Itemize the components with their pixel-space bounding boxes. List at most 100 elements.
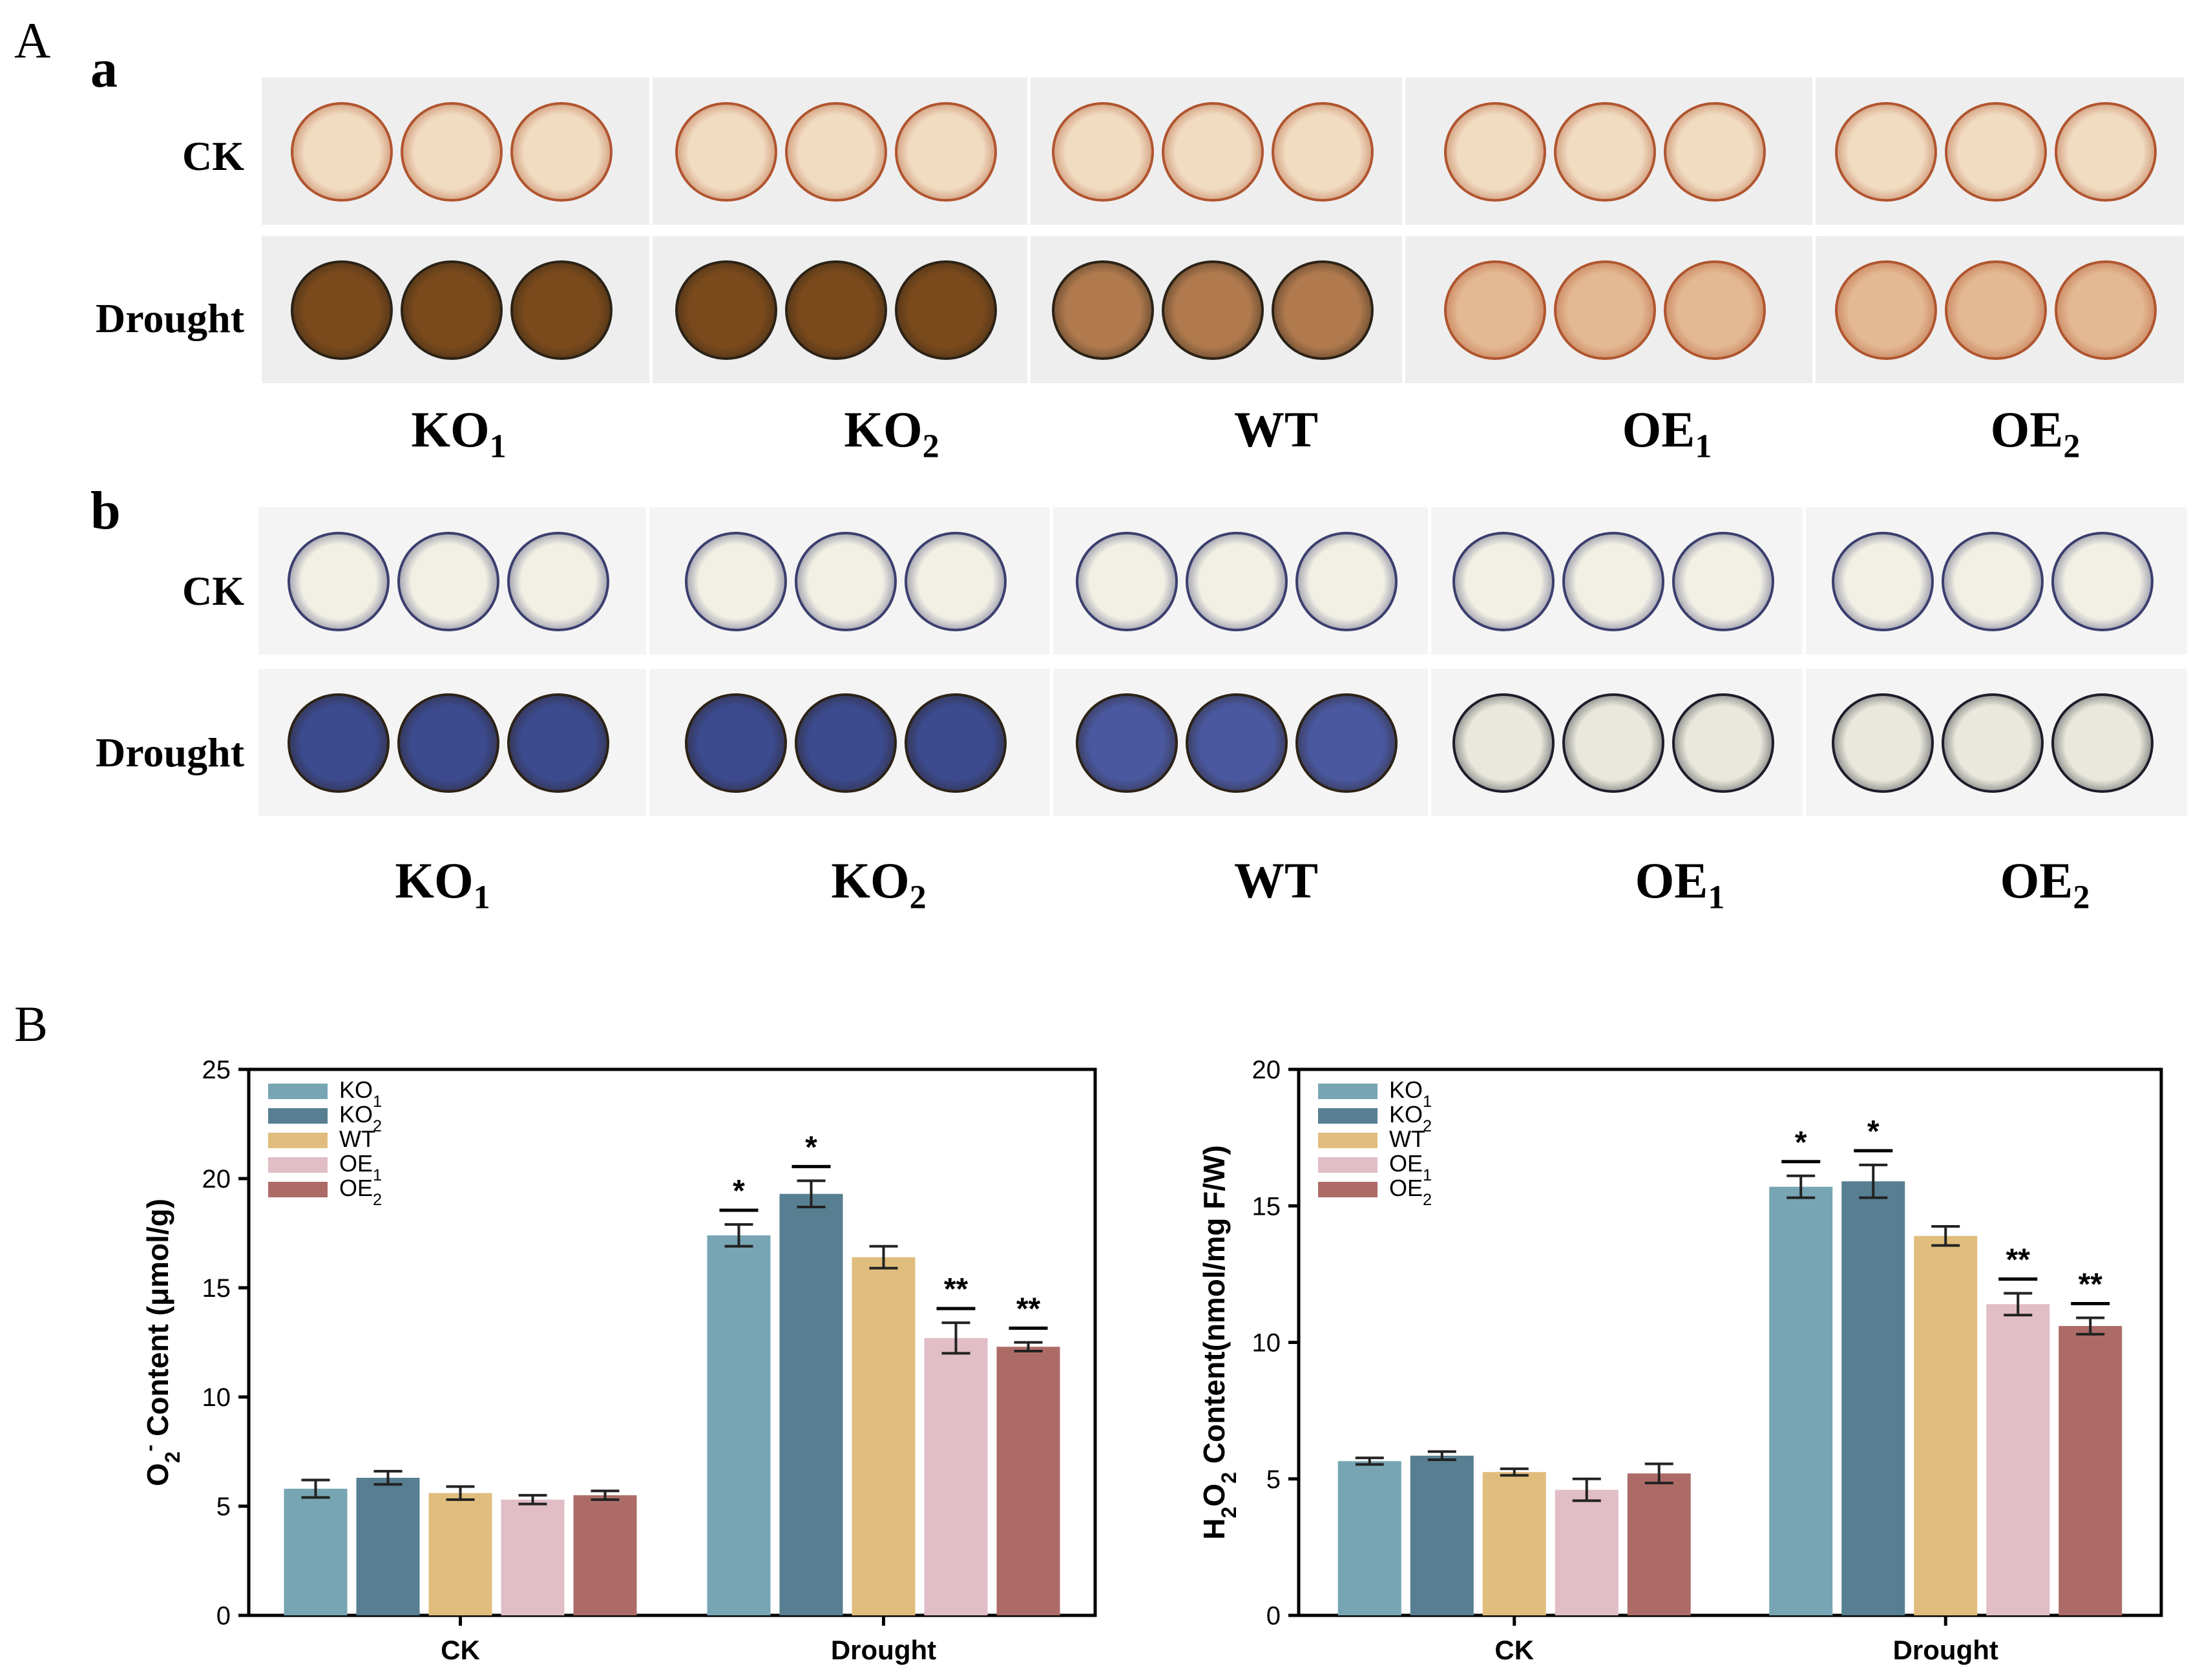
- photo-strip-a-0-4: [1816, 78, 2184, 225]
- leaf-disc: [1562, 693, 1664, 793]
- leaf-disc: [1444, 102, 1546, 202]
- panel-a-letter: A: [14, 12, 51, 68]
- genotype-label-b-0: KO1: [395, 852, 490, 916]
- y-tick-label: 5: [216, 1493, 231, 1521]
- leaf-disc: [1186, 532, 1288, 631]
- leaf-disc: [895, 102, 997, 202]
- leaf-disc: [685, 693, 787, 793]
- genotype-label-b-4: OE2: [2000, 852, 2090, 916]
- bar-o2-0-4: [573, 1495, 637, 1615]
- bar-o2-1-2: [852, 1257, 916, 1615]
- photo-strip-a-0-2: [1031, 78, 1402, 225]
- leaf-disc: [1664, 260, 1766, 360]
- leaf-disc: [905, 532, 1007, 631]
- genotype-label-b-1: KO2: [831, 852, 927, 916]
- leaf-disc: [905, 693, 1007, 793]
- leaf-disc: [1945, 102, 2047, 202]
- photo-strip-a-0-1: [653, 78, 1027, 225]
- bar-o2-0-1: [356, 1478, 420, 1615]
- legend-swatch: [268, 1084, 328, 1099]
- legend-swatch: [268, 1133, 328, 1148]
- y-tick-label: 5: [1266, 1465, 1281, 1494]
- leaf-disc: [785, 260, 887, 360]
- legend-swatch: [268, 1157, 328, 1173]
- leaf-disc: [2051, 532, 2153, 631]
- legend-swatch: [268, 1182, 328, 1197]
- photo-strip-b-1-4: [1806, 669, 2187, 816]
- plot-frame: [247, 1067, 1097, 1617]
- photo-strip-b-0-2: [1053, 507, 1428, 655]
- bar-h2o2-1-1: [1841, 1181, 1905, 1615]
- y-tick-label: 10: [202, 1383, 231, 1412]
- legend-swatch: [268, 1108, 328, 1124]
- x-tick-label: CK: [1494, 1635, 1534, 1665]
- bar-h2o2-0-0: [1337, 1461, 1401, 1615]
- y-tick-label: 15: [1252, 1192, 1281, 1221]
- leaf-disc: [1942, 693, 2044, 793]
- significance-mark: *: [1867, 1115, 1880, 1149]
- bar-h2o2-0-4: [1627, 1473, 1691, 1615]
- leaf-disc: [675, 260, 777, 360]
- leaf-disc: [1161, 260, 1264, 360]
- photo-strip-a-1-3: [1405, 236, 1812, 383]
- significance-mark: *: [1795, 1126, 1807, 1160]
- legend-label: WT: [1389, 1126, 1425, 1152]
- legend-swatch: [1318, 1084, 1378, 1099]
- y-tick-label: 10: [1252, 1329, 1281, 1358]
- leaf-disc: [795, 693, 897, 793]
- photo-strip-a-1-4: [1816, 236, 2184, 383]
- leaf-disc: [1076, 693, 1178, 793]
- leaf-disc: [510, 102, 613, 202]
- leaf-disc: [510, 260, 613, 360]
- photo-strip-b-0-0: [258, 507, 646, 655]
- superoxide-bar-chart: 0 5 10 15 20 25 O2- Content (μmol/g) CK Drought *…: [138, 1056, 1097, 1665]
- row-label-drought-b: Drought: [96, 730, 244, 775]
- bar-o2-0-2: [428, 1493, 492, 1615]
- genotype-label-a-2: WT: [1233, 401, 1319, 457]
- genotype-labels-a: KO1 KO2 WT OE1 OE2: [0, 401, 2211, 465]
- leaf-disc: [1076, 532, 1178, 631]
- leaf-disc: [291, 102, 393, 202]
- legend-label: WT: [339, 1126, 375, 1152]
- bar-h2o2-1-4: [2059, 1326, 2122, 1615]
- leaf-disc: [1835, 102, 1937, 202]
- y-tick-label: 20: [1252, 1056, 1281, 1084]
- significance-mark: **: [2006, 1243, 2031, 1277]
- leaf-disc: [1562, 532, 1664, 631]
- bar-h2o2-1-2: [1914, 1235, 1978, 1615]
- leaf-disc: [291, 260, 393, 360]
- leaf-disc: [675, 102, 777, 202]
- leaf-disc: [1295, 532, 1398, 631]
- legend-swatch: [1318, 1133, 1378, 1148]
- genotype-label-a-4: OE2: [1990, 401, 2080, 465]
- leaf-disc: [1452, 693, 1555, 793]
- bar-h2o2-1-3: [1986, 1304, 2050, 1615]
- y-tick-label: 25: [202, 1056, 231, 1084]
- leaf-disc: [288, 532, 390, 631]
- legend-label: OE1: [339, 1150, 382, 1184]
- leaf-disc: [1832, 532, 1934, 631]
- legend-label: KO1: [339, 1076, 382, 1111]
- genotype-label-a-0: KO1: [411, 401, 507, 465]
- subpanel-b-letter: b: [90, 481, 121, 541]
- panel-b-letter: B: [14, 996, 48, 1052]
- leaf-disc: [1186, 693, 1288, 793]
- photo-strip-b-0-4: [1806, 507, 2187, 655]
- leaf-disc: [685, 532, 787, 631]
- leaf-disc: [401, 102, 503, 202]
- subpanel-a-letter: a: [90, 39, 118, 99]
- leaf-disc: [1554, 102, 1656, 202]
- leaf-disc: [397, 693, 499, 793]
- legend-swatch: [1318, 1157, 1378, 1173]
- y-tick-label: 15: [202, 1274, 231, 1303]
- leaf-disc: [795, 532, 897, 631]
- leaf-disc: [1832, 693, 1934, 793]
- leaf-disc: [1051, 102, 1154, 202]
- leaf-disc: [1835, 260, 1937, 360]
- bar-o2-1-1: [779, 1193, 843, 1615]
- leaf-disc: [507, 693, 609, 793]
- leaf-disc: [397, 532, 499, 631]
- bar-h2o2-0-2: [1482, 1472, 1546, 1615]
- bar-h2o2-0-3: [1555, 1489, 1619, 1615]
- y-axis-label: H2O2 Content(nmol/mg F/W): [1197, 1145, 1241, 1540]
